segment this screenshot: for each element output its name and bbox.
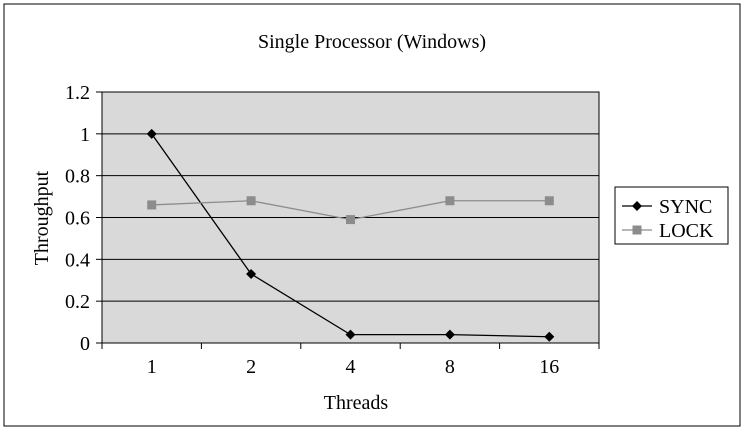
y-tick-label: 0.6 — [65, 208, 90, 230]
data-point-sync — [146, 128, 157, 139]
chart-title: Single Processor (Windows) — [258, 31, 486, 53]
data-point-lock — [147, 200, 157, 210]
x-tick-label: 8 — [445, 356, 455, 378]
x-tick-label: 16 — [539, 356, 559, 378]
legend-marker-lock — [632, 225, 642, 235]
x-tick-label: 1 — [147, 356, 157, 378]
data-point-sync — [544, 331, 555, 342]
data-point-lock — [246, 196, 256, 206]
x-axis-title: Threads — [324, 392, 389, 414]
y-tick-label: 0 — [80, 333, 90, 355]
y-tick-label: 0.4 — [65, 249, 90, 271]
data-point-lock — [544, 196, 554, 206]
y-axis: 0 0.2 0.4 0.6 0.8 1 1.2 — [65, 82, 102, 355]
legend-marker-sync — [632, 201, 642, 211]
data-point-sync — [246, 268, 257, 279]
y-tick-label: 1.2 — [65, 82, 90, 104]
y-tick-label: 0.8 — [65, 166, 90, 188]
x-axis: 1 2 4 8 16 — [101, 343, 600, 378]
data-point-lock — [346, 215, 355, 225]
data-point-sync — [345, 329, 356, 340]
data-point-lock — [445, 196, 455, 206]
x-tick-label: 4 — [346, 356, 356, 378]
legend-label-lock: LOCK — [659, 220, 714, 242]
legend-label-sync: SYNC — [659, 196, 712, 218]
y-tick-label: 0.2 — [65, 291, 90, 313]
x-tick-label: 2 — [246, 356, 256, 378]
series-layer — [146, 128, 555, 342]
y-axis-title: Throughput — [31, 170, 53, 265]
data-point-sync — [444, 329, 455, 340]
y-tick-label: 1 — [80, 124, 90, 146]
